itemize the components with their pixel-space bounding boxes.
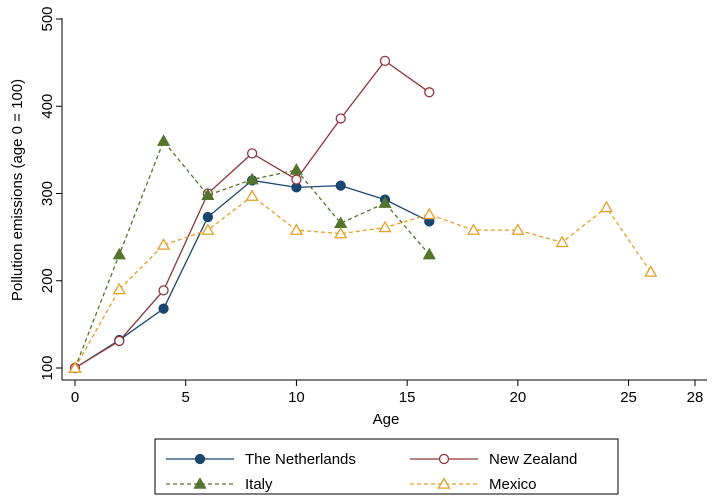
data-point-new-zealand: [335, 113, 346, 124]
legend-item-italy: Italy: [166, 476, 273, 493]
axes: [61, 18, 707, 381]
legend-item-the-netherlands: The Netherlands: [166, 451, 356, 468]
legend-label: New Zealand: [489, 451, 577, 468]
legend: The Netherlands New Zealand Italy Mexico: [154, 438, 619, 495]
y-tick-label: 500: [39, 6, 56, 31]
data-point-mexico: [599, 200, 614, 213]
series-the-netherlands: [69, 175, 435, 374]
data-point-mexico: [156, 238, 171, 250]
data-point-new-zealand: [246, 148, 258, 159]
legend-item-new-zealand: New Zealand: [410, 451, 577, 468]
y-tick-label: 300: [39, 181, 56, 206]
x-tick-label: 0: [71, 389, 79, 406]
data-point-new-zealand: [114, 335, 125, 347]
x-tick-label: 15: [399, 389, 416, 406]
series-line-new-zealand: [74, 59, 430, 369]
series-mexico: [68, 189, 658, 373]
y-tick-label: 200: [39, 268, 56, 293]
data-point-mexico: [68, 361, 82, 373]
data-point-italy: [156, 134, 171, 146]
data-point-italy: [422, 247, 436, 260]
data-point-the-netherlands: [158, 303, 169, 314]
data-point-italy: [289, 163, 304, 175]
x-tick-label: 28: [687, 389, 704, 406]
data-point-mexico: [334, 226, 348, 239]
y-tick-label: 400: [39, 94, 56, 119]
x-tick-label: 20: [510, 389, 527, 406]
data-point-new-zealand: [291, 174, 302, 185]
data-point-mexico: [378, 220, 392, 233]
data-point-mexico: [422, 207, 436, 220]
data-point-mexico: [245, 189, 259, 201]
data-point-the-netherlands: [202, 211, 214, 223]
data-point-italy: [378, 196, 392, 208]
legend-label: The Netherlands: [245, 451, 356, 468]
x-axis-title: Age: [373, 411, 400, 428]
y-ticks: 100 200 300 400 500: [39, 6, 62, 381]
legend-swatch-marker: [437, 477, 451, 489]
legend-swatch-marker: [194, 453, 206, 465]
series-new-zealand: [69, 55, 435, 374]
data-point-mexico: [555, 235, 569, 248]
data-point-new-zealand: [424, 87, 435, 98]
data-point-mexico: [112, 282, 126, 295]
data-point-mexico: [289, 223, 304, 235]
data-point-mexico: [511, 223, 525, 235]
data-point-mexico: [644, 265, 658, 277]
x-tick-label: 10: [288, 389, 305, 406]
data-point-italy: [112, 247, 126, 260]
x-tick-label: 25: [620, 389, 637, 406]
x-ticks: 0 5 10 15 20 25 28: [71, 380, 704, 406]
legend-label: Mexico: [489, 476, 537, 493]
data-point-the-netherlands: [335, 180, 346, 191]
legend-swatch-marker: [438, 453, 450, 465]
legend-label: Italy: [245, 476, 273, 493]
series-line-mexico: [74, 195, 652, 369]
series-line-the-netherlands: [74, 179, 430, 369]
data-point-new-zealand: [379, 55, 391, 67]
data-point-mexico: [466, 223, 481, 235]
data-point-italy: [201, 188, 215, 201]
series-group: [68, 55, 658, 374]
legend-swatch-marker: [193, 477, 207, 489]
x-tick-label: 5: [182, 389, 190, 406]
data-point-mexico: [201, 223, 215, 235]
data-point-new-zealand: [158, 285, 169, 296]
legend-box: [154, 438, 619, 495]
y-axis-title: Pollution emissions (age 0 = 100): [9, 79, 26, 301]
data-point-italy: [245, 172, 259, 185]
y-tick-label: 100: [39, 355, 56, 380]
legend-item-mexico: Mexico: [410, 476, 537, 493]
